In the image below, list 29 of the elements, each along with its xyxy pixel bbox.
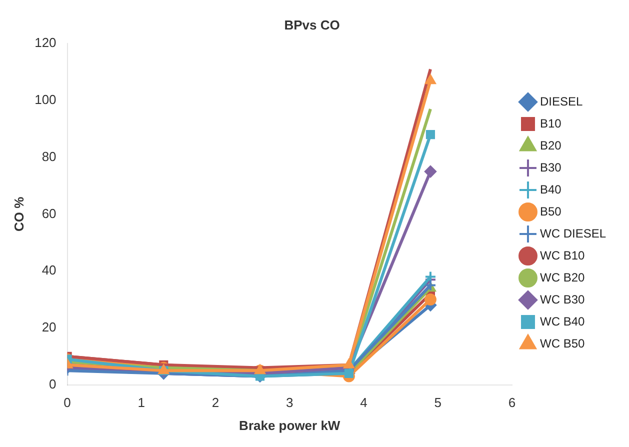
y-tick-label: 80	[42, 148, 56, 164]
y-tick-label: 100	[34, 92, 56, 108]
x-tick-label: 5	[434, 395, 442, 410]
legend-label: WC B40	[540, 314, 585, 328]
legend-label: WC B30	[540, 292, 585, 306]
legend-label: DIESEL	[540, 94, 583, 108]
x-tick-label: 2	[212, 395, 220, 410]
x-tick-label: 1	[138, 395, 146, 410]
x-tick-label: 3	[286, 395, 294, 410]
y-tick-label: 20	[42, 320, 56, 335]
legend-label: WC B50	[540, 336, 585, 350]
legend-label: B50	[540, 204, 562, 218]
y-tick-label: 0	[49, 376, 56, 392]
y-tick-label: 40	[42, 262, 56, 278]
x-tick-label: 6	[508, 395, 516, 410]
y-tick-label: 120	[34, 35, 56, 50]
legend-label: B20	[540, 138, 562, 152]
legend-label: B10	[540, 116, 562, 130]
chart-title: BPvs CO	[284, 17, 340, 32]
legend-label: WC B20	[540, 270, 585, 284]
y-tick-label: 60	[42, 206, 56, 221]
y-axis-title: CO %	[11, 196, 26, 232]
legend-label: WC B10	[540, 248, 585, 262]
x-tick-label: 0	[64, 395, 71, 410]
x-axis-title: Brake power kW	[239, 418, 341, 433]
x-tick-label: 4	[360, 395, 368, 410]
legend-label: WC DIESEL	[540, 226, 606, 240]
legend-label: B30	[540, 160, 562, 174]
legend-label: B40	[540, 182, 562, 196]
